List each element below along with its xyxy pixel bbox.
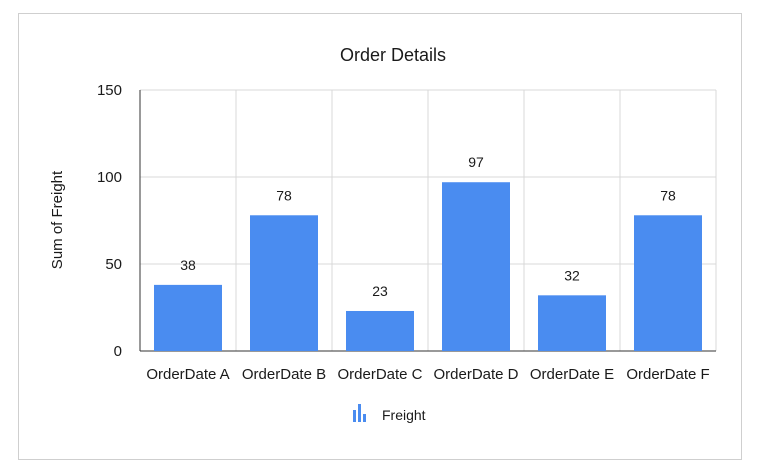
bar-orderdate-d <box>442 182 510 351</box>
x-tick-label: OrderDate C <box>337 366 422 383</box>
x-axis-ticks: OrderDate A OrderDate B OrderDate C OrderDa… <box>146 366 709 383</box>
y-tick-label: 50 <box>105 256 122 273</box>
x-tick-label: OrderDate D <box>433 366 518 383</box>
data-label: 32 <box>564 267 580 283</box>
bar-orderdate-c <box>346 310 414 351</box>
gridlines <box>139 89 717 352</box>
legend-label-freight: Freight <box>382 407 426 423</box>
x-tick-label: OrderDate E <box>530 366 614 383</box>
bars <box>154 182 702 351</box>
data-label: 78 <box>276 187 292 203</box>
y-axis-label: Sum of Freight <box>49 170 66 269</box>
legend-bar-icon <box>353 404 366 422</box>
legend: Freight <box>353 404 426 423</box>
data-label: 78 <box>660 187 676 203</box>
x-tick-label: OrderDate A <box>146 366 229 383</box>
data-label: 97 <box>468 154 484 170</box>
y-tick-label: 150 <box>97 82 122 99</box>
chart-title: Order Details <box>340 45 446 65</box>
data-labels: 38 78 23 97 32 78 <box>180 154 676 299</box>
chart-frame <box>18 13 742 460</box>
x-tick-label: OrderDate F <box>626 366 709 383</box>
bar-orderdate-a <box>154 284 222 351</box>
bar-orderdate-f <box>634 215 702 351</box>
bar-orderdate-e <box>538 295 606 351</box>
y-tick-label: 100 <box>97 169 122 186</box>
y-tick-label: 0 <box>114 343 122 360</box>
x-tick-label: OrderDate B <box>242 366 326 383</box>
bar-orderdate-b <box>250 215 318 351</box>
data-label: 38 <box>180 257 196 273</box>
y-axis-ticks: 0 50 100 150 <box>97 82 122 360</box>
data-label: 23 <box>372 283 388 299</box>
